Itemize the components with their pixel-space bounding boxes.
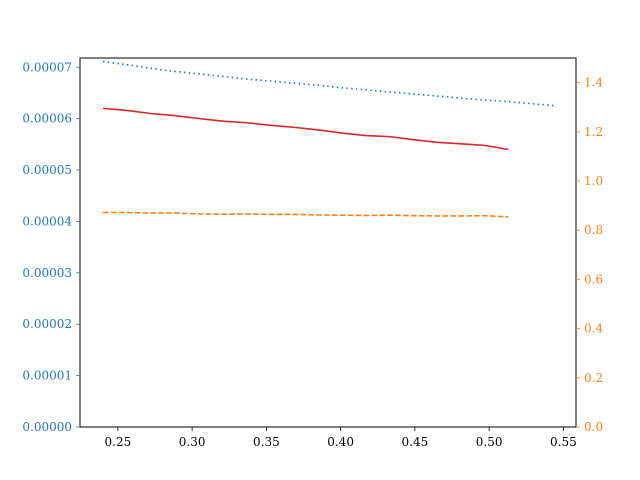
y-left-tick-label: 0.00001 — [22, 369, 72, 383]
x-tick-label: 0.40 — [327, 435, 354, 449]
y-right-tick-label: 0.6 — [584, 272, 603, 286]
series-line-3 — [103, 211, 509, 218]
series-line-2 — [102, 107, 509, 151]
x-tick-label: 0.55 — [550, 435, 577, 449]
y-left-tick-label: 0.00007 — [22, 60, 72, 74]
series-layer — [102, 60, 557, 218]
x-tick-label: 0.45 — [402, 435, 429, 449]
y-right-tick-label: 0.8 — [584, 223, 603, 237]
y-left-tick-label: 0.00002 — [22, 317, 72, 331]
y-left-tick-label: 0.00004 — [22, 214, 72, 228]
y-left-tick-label: 0.00006 — [22, 112, 72, 126]
axes-layer: 0.25 0.30 0.35 0.40 0.45 0.50 0.55 0.00000 0.000… — [22, 57, 603, 449]
y-right-tick-label: 0.4 — [584, 322, 603, 336]
y-left-tick-label: 0.00000 — [22, 420, 72, 434]
plot-frame — [79, 57, 577, 428]
y-left-tick-label: 0.00005 — [22, 163, 72, 177]
y-right-tick-label: 0.0 — [584, 420, 603, 434]
x-tick-label: 0.50 — [476, 435, 503, 449]
x-tick-label: 0.25 — [105, 435, 132, 449]
y-right-tick-label: 1.4 — [584, 76, 603, 90]
x-tick-label: 0.30 — [179, 435, 206, 449]
series-line-1 — [102, 60, 557, 107]
y-right-tick-label: 0.2 — [584, 371, 603, 385]
y-right-tick-label: 1.0 — [584, 174, 603, 188]
y-left-tick-label: 0.00003 — [22, 266, 72, 280]
y-right-tick-label: 1.2 — [584, 125, 603, 139]
x-tick-label: 0.35 — [253, 435, 280, 449]
